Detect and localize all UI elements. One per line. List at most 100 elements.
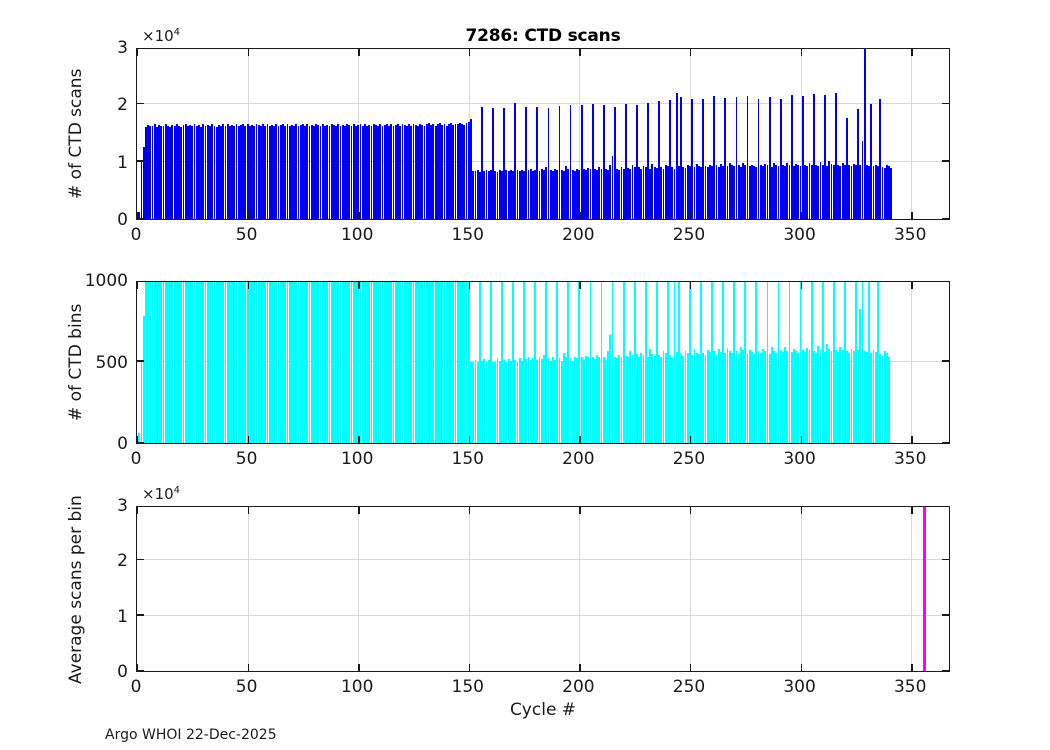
bar [383, 124, 386, 219]
bar [202, 124, 205, 219]
bar [324, 125, 326, 219]
y-tick-mark [942, 441, 949, 443]
bar [616, 358, 618, 443]
bar [209, 282, 211, 443]
bar [363, 124, 366, 219]
bar [532, 170, 534, 219]
bar [474, 171, 477, 219]
bar [368, 282, 371, 443]
bar [286, 282, 289, 443]
bar [434, 125, 437, 219]
x-tick-label: 250 [672, 677, 706, 697]
bar [620, 356, 623, 443]
x-tick-mark [579, 507, 581, 514]
bar [248, 126, 251, 219]
bar [766, 165, 769, 219]
bar [319, 126, 322, 219]
bar [773, 350, 775, 443]
x-tick-mark [358, 49, 360, 56]
bar [649, 349, 652, 443]
bar [567, 282, 570, 443]
x-tick-mark [911, 507, 913, 514]
x-tick-label: 100 [340, 225, 374, 245]
bar [377, 282, 379, 443]
bar [295, 282, 298, 443]
bar [708, 164, 711, 219]
x-tick-mark [358, 212, 360, 219]
bar [742, 162, 744, 219]
bar [368, 124, 371, 219]
bar [571, 169, 574, 219]
bar [609, 335, 612, 443]
bar [523, 170, 525, 219]
bar [313, 125, 315, 219]
bar [308, 282, 311, 443]
bar [242, 282, 245, 443]
bar [397, 123, 399, 219]
bar [755, 282, 758, 443]
chart-panel-avg-scans-per-bin[interactable] [136, 506, 950, 672]
bar [686, 165, 689, 219]
bar [434, 282, 437, 443]
bar [669, 100, 671, 219]
bar [180, 126, 183, 219]
bar [403, 124, 406, 219]
bar [839, 165, 842, 219]
bar [883, 350, 886, 443]
x-tick-mark [137, 282, 139, 289]
bar [835, 93, 837, 219]
bar [257, 124, 260, 219]
bar [388, 282, 391, 443]
bar [328, 282, 331, 443]
bar [569, 105, 572, 219]
bar [830, 163, 833, 219]
y-tick-mark [942, 669, 949, 671]
bar [481, 107, 483, 219]
y-tick-mark [137, 614, 144, 616]
bar [330, 123, 333, 219]
x-tick-label: 250 [672, 449, 706, 469]
bar [235, 282, 238, 443]
bar [678, 282, 680, 443]
bar [193, 282, 196, 443]
y-tick-mark [942, 102, 949, 105]
bar [410, 125, 413, 219]
bar [461, 282, 464, 443]
bar [350, 126, 353, 219]
bar [202, 282, 205, 443]
bar [835, 350, 837, 443]
bar [673, 282, 676, 443]
bar [240, 124, 242, 219]
chart-panel-ctd-bins[interactable] [136, 281, 950, 444]
bar [633, 167, 636, 219]
gridline-vertical [911, 49, 913, 219]
bar [478, 172, 481, 219]
bar [815, 165, 817, 219]
bar [596, 169, 598, 219]
bar [492, 361, 495, 443]
bar [498, 360, 501, 443]
bar [828, 161, 831, 219]
bar [702, 353, 705, 443]
chart-panel-ctd-scans[interactable] [136, 48, 950, 220]
x-tick-mark [137, 212, 139, 219]
bar [158, 124, 161, 219]
bar [178, 125, 180, 219]
bar [642, 166, 645, 219]
bar [224, 282, 227, 443]
bar [412, 282, 415, 443]
bar [854, 165, 857, 219]
bar [452, 124, 455, 219]
bar [162, 126, 165, 219]
bar [726, 166, 729, 219]
bar [213, 125, 216, 219]
bar [843, 282, 846, 443]
bar [454, 282, 457, 443]
bar [753, 165, 756, 219]
bar [237, 282, 240, 443]
bar [173, 126, 176, 219]
bar [748, 350, 751, 443]
x-tick-mark [689, 436, 692, 443]
bar [335, 282, 337, 443]
bar [211, 124, 214, 219]
